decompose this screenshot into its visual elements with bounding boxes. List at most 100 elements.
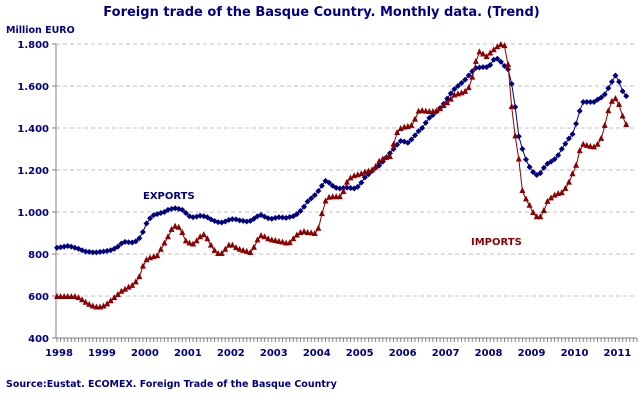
data-point-exports bbox=[526, 164, 533, 171]
data-point-exports bbox=[447, 90, 454, 97]
data-point-exports bbox=[580, 98, 587, 105]
data-point-exports bbox=[422, 119, 429, 126]
data-point-exports bbox=[125, 239, 132, 246]
data-point-imports bbox=[182, 237, 189, 244]
data-point-imports bbox=[125, 283, 132, 290]
data-point-imports bbox=[211, 246, 218, 253]
data-point-imports bbox=[168, 225, 175, 232]
data-point-exports bbox=[558, 146, 565, 152]
data-point-imports bbox=[580, 140, 587, 147]
data-point-imports bbox=[519, 187, 526, 193]
data-point-imports bbox=[175, 223, 182, 230]
y-tick-label: 1.200 bbox=[17, 166, 49, 177]
data-point-imports bbox=[79, 296, 86, 303]
data-point-imports bbox=[233, 244, 239, 251]
data-point-exports bbox=[565, 135, 572, 142]
x-tick-label: 1999 bbox=[88, 348, 116, 359]
x-tick-label: 2009 bbox=[518, 348, 546, 359]
data-point-imports bbox=[261, 233, 268, 240]
data-point-imports bbox=[197, 233, 204, 240]
data-point-imports bbox=[315, 224, 322, 231]
data-point-exports bbox=[147, 215, 154, 222]
data-point-imports bbox=[444, 99, 451, 106]
series-group bbox=[54, 41, 630, 310]
y-tick-label: 1.400 bbox=[17, 124, 49, 135]
data-point-imports bbox=[75, 294, 82, 301]
y-axis-label: Million EURO bbox=[6, 25, 75, 36]
data-point-imports bbox=[139, 262, 146, 269]
y-tick-label: 800 bbox=[28, 250, 49, 261]
data-point-imports bbox=[515, 155, 522, 162]
data-point-imports bbox=[386, 152, 393, 159]
data-point-exports bbox=[501, 63, 508, 70]
data-point-exports bbox=[583, 98, 590, 105]
data-point-imports bbox=[483, 53, 490, 60]
data-point-exports bbox=[530, 169, 537, 176]
data-point-exports bbox=[494, 55, 501, 62]
x-tick-label: 2002 bbox=[217, 348, 245, 359]
data-point-imports bbox=[347, 174, 354, 181]
data-point-exports bbox=[308, 195, 315, 202]
data-point-imports bbox=[132, 278, 139, 285]
data-point-imports bbox=[275, 237, 282, 244]
data-point-imports bbox=[419, 106, 426, 113]
x-tick-label: 2006 bbox=[389, 348, 417, 359]
data-point-imports bbox=[179, 229, 186, 235]
data-point-imports bbox=[193, 237, 200, 244]
data-point-imports bbox=[440, 101, 447, 108]
data-point-exports bbox=[623, 93, 630, 100]
data-point-imports bbox=[118, 287, 125, 294]
data-point-imports bbox=[286, 239, 293, 246]
data-point-exports bbox=[54, 244, 60, 251]
data-point-imports bbox=[129, 281, 136, 288]
data-point-imports bbox=[86, 300, 93, 307]
data-point-imports bbox=[369, 166, 376, 173]
data-point-exports bbox=[304, 198, 311, 205]
data-point-exports bbox=[562, 140, 569, 147]
data-point-imports bbox=[508, 103, 515, 109]
data-point-exports bbox=[573, 120, 580, 127]
data-point-imports bbox=[190, 240, 197, 247]
data-point-imports bbox=[268, 236, 275, 243]
data-point-exports bbox=[480, 64, 487, 71]
data-point-imports bbox=[161, 239, 168, 246]
data-point-imports bbox=[311, 230, 318, 237]
series-label-exports: EXPORTS bbox=[143, 191, 195, 202]
data-point-exports bbox=[462, 76, 469, 83]
data-point-imports bbox=[501, 42, 508, 49]
data-point-exports bbox=[451, 86, 458, 93]
data-point-imports bbox=[308, 229, 315, 236]
data-point-exports bbox=[412, 132, 418, 139]
data-point-imports bbox=[157, 245, 164, 252]
data-point-imports bbox=[240, 246, 247, 253]
data-point-imports bbox=[422, 107, 429, 114]
y-tick-label: 1.800 bbox=[17, 40, 49, 51]
data-point-imports bbox=[104, 300, 111, 307]
data-point-exports bbox=[229, 216, 236, 223]
data-point-imports bbox=[490, 46, 497, 53]
data-point-imports bbox=[583, 141, 590, 148]
data-point-exports bbox=[404, 139, 411, 146]
data-point-imports bbox=[250, 243, 257, 250]
data-point-imports bbox=[247, 248, 254, 255]
data-point-imports bbox=[462, 87, 469, 94]
data-point-exports bbox=[608, 78, 615, 85]
x-tick-label: 2005 bbox=[346, 348, 374, 359]
series-imports bbox=[54, 41, 630, 310]
data-point-imports bbox=[318, 210, 325, 217]
series-label-imports: IMPORTS bbox=[471, 237, 522, 248]
data-point-imports bbox=[548, 194, 555, 201]
data-point-imports bbox=[107, 297, 114, 304]
data-point-exports bbox=[354, 183, 361, 190]
data-point-imports bbox=[390, 140, 397, 147]
data-point-imports bbox=[207, 241, 214, 248]
gridlines bbox=[56, 43, 637, 297]
data-point-exports bbox=[487, 62, 494, 68]
data-point-exports bbox=[576, 107, 583, 114]
data-point-exports bbox=[605, 85, 612, 92]
data-point-imports bbox=[164, 233, 171, 240]
data-point-exports bbox=[132, 238, 139, 245]
data-point-imports bbox=[322, 197, 329, 204]
data-point-exports bbox=[143, 220, 150, 227]
data-point-exports bbox=[315, 188, 322, 194]
